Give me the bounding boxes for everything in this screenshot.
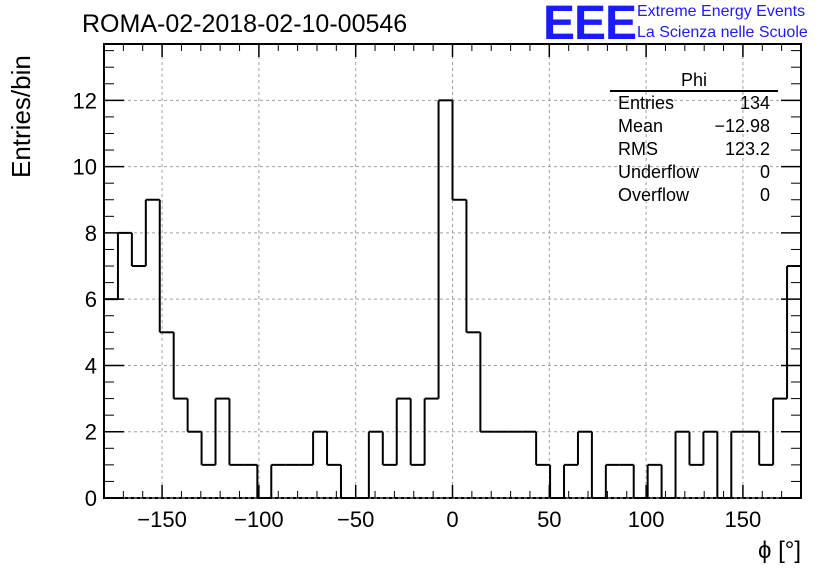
stats-label: Mean [618, 116, 664, 136]
stats-row-rms: RMS 123.2 [610, 138, 778, 161]
y-axis-label: Entries/bin [6, 55, 36, 178]
run-title: ROMA-02-2018-02-10-00546 [82, 10, 408, 38]
x-tick-label: 50 [537, 507, 561, 532]
stats-title: Phi [610, 70, 778, 92]
stats-label: RMS [618, 139, 658, 159]
tick-labels: −150 −100 −50 0 50 100 150 0 2 4 6 8 10 12 [73, 88, 762, 532]
x-axis-label: ϕ [°] [758, 537, 801, 564]
x-tick-label: −100 [234, 507, 284, 532]
logo-caption-2: La Scienza nelle Scuole [637, 24, 808, 41]
y-tick-label: 6 [85, 287, 97, 312]
y-tick-label: 2 [85, 420, 97, 445]
stats-row-mean: Mean −12.98 [610, 115, 778, 138]
histogram-series [103, 67, 802, 499]
eee-logo: EEE [543, 0, 637, 50]
y-tick-label: 10 [73, 155, 97, 180]
y-tick-label: 0 [85, 486, 97, 511]
x-tick-label: −50 [337, 507, 374, 532]
x-tick-label: 0 [446, 507, 458, 532]
axis-ticks [104, 44, 801, 499]
stats-row-overflow: Overflow 0 [610, 184, 778, 207]
stats-row-entries: Entries 134 [610, 92, 778, 115]
y-tick-label: 12 [73, 88, 97, 113]
x-tick-label: −150 [137, 507, 187, 532]
stats-label: Entries [618, 93, 675, 113]
logo-caption-1: Extreme Energy Events [637, 3, 806, 20]
stats-value: 134 [739, 93, 770, 113]
y-tick-label: 4 [85, 353, 97, 378]
stats-label: Underflow [618, 162, 700, 182]
stats-value: −12.98 [714, 116, 770, 136]
stats-value: 123.2 [724, 139, 770, 159]
stats-value: 0 [759, 162, 770, 182]
stats-row-underflow: Underflow 0 [610, 161, 778, 184]
stats-label: Overflow [618, 185, 690, 205]
stats-value: 0 [759, 185, 770, 205]
x-tick-label: 100 [628, 507, 665, 532]
stats-box: Phi Entries 134 Mean −12.98 RMS 123.2 Un… [610, 70, 778, 207]
x-tick-label: 150 [725, 507, 762, 532]
y-tick-label: 8 [85, 221, 97, 246]
